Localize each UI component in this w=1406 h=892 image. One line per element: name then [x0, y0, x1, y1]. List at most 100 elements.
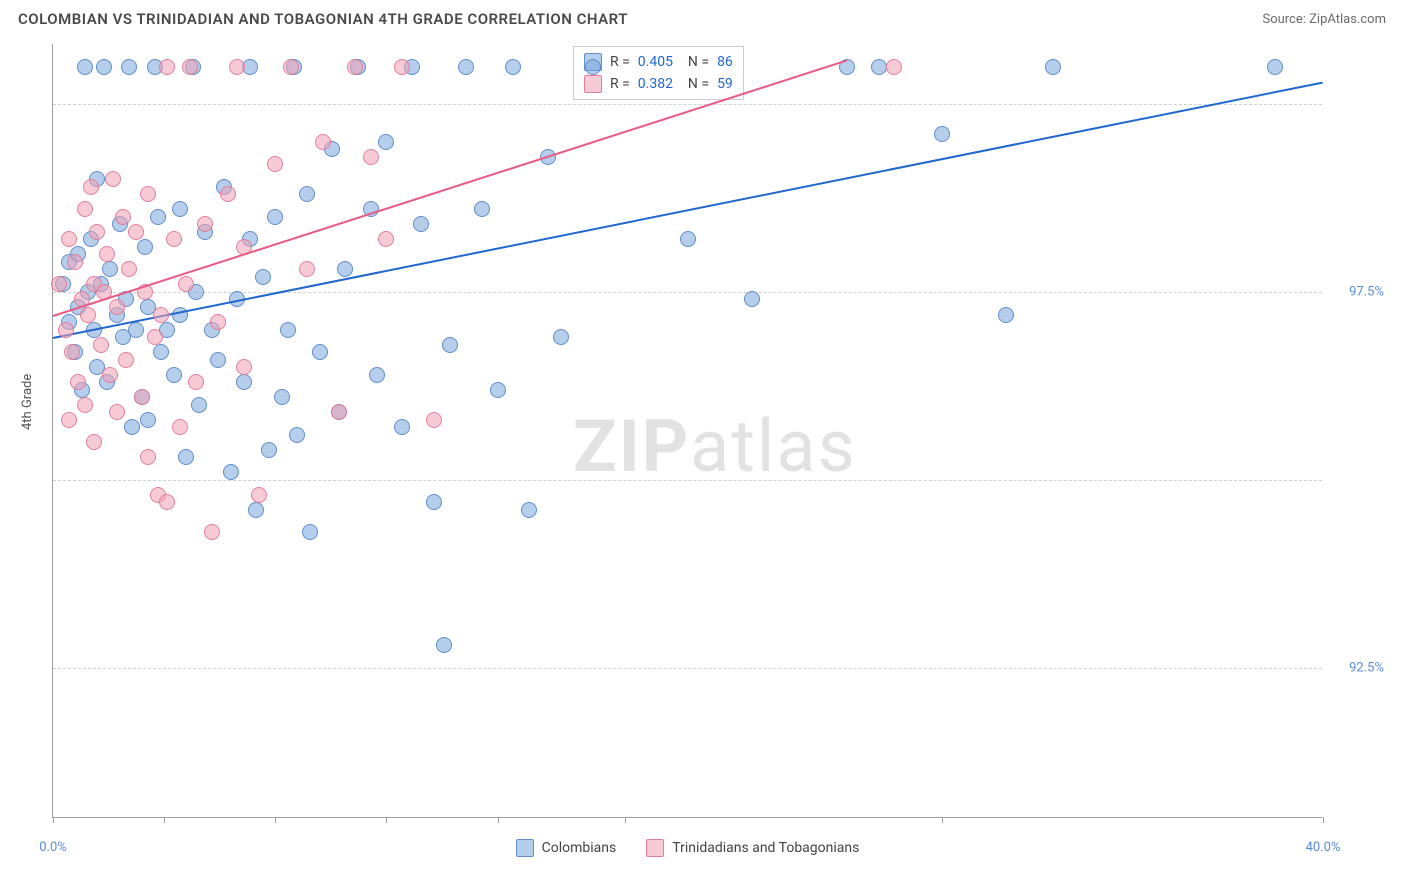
- x-tick: [164, 817, 165, 823]
- x-tick: [386, 817, 387, 823]
- data-point: [369, 367, 385, 383]
- data-point: [93, 337, 109, 353]
- data-point: [166, 367, 182, 383]
- chart-source: Source: ZipAtlas.com: [1262, 12, 1386, 27]
- data-point: [337, 261, 353, 277]
- data-point: [347, 59, 363, 75]
- data-point: [150, 209, 166, 225]
- data-point: [378, 134, 394, 150]
- data-point: [121, 261, 137, 277]
- y-tick-label: 97.5%: [1349, 284, 1384, 299]
- data-point: [61, 412, 77, 428]
- chart-header: COLOMBIAN VS TRINIDADIAN AND TOBAGONIAN …: [0, 0, 1406, 34]
- data-point: [283, 59, 299, 75]
- data-point: [134, 389, 150, 405]
- data-point: [153, 307, 169, 323]
- data-point: [490, 382, 506, 398]
- data-point: [458, 59, 474, 75]
- data-point: [80, 307, 96, 323]
- data-point: [137, 239, 153, 255]
- y-tick-label: 92.5%: [1349, 660, 1384, 675]
- data-point: [585, 59, 601, 75]
- swatch-pink-icon: [646, 839, 664, 857]
- gridline: [53, 480, 1322, 481]
- data-point: [261, 442, 277, 458]
- data-point: [474, 201, 490, 217]
- x-tick: [942, 817, 943, 823]
- data-point: [280, 322, 296, 338]
- stats-row-trinidadians: R = 0.382 N = 59: [584, 73, 733, 95]
- data-point: [102, 367, 118, 383]
- data-point: [128, 224, 144, 240]
- data-point: [998, 307, 1014, 323]
- data-point: [197, 216, 213, 232]
- data-point: [105, 171, 121, 187]
- gridline: [53, 668, 1322, 669]
- data-point: [680, 231, 696, 247]
- data-point: [109, 299, 125, 315]
- data-point: [302, 524, 318, 540]
- data-point: [315, 134, 331, 150]
- trend-line: [53, 59, 847, 316]
- stats-row-colombians: R = 0.405 N = 86: [584, 51, 733, 73]
- series-legend: Colombians Trinidadians and Tobagonians: [53, 839, 1322, 857]
- data-point: [77, 59, 93, 75]
- data-point: [140, 412, 156, 428]
- data-point: [77, 201, 93, 217]
- data-point: [236, 359, 252, 375]
- trend-line: [53, 82, 1323, 339]
- y-axis-label: 4th Grade: [20, 374, 35, 430]
- data-point: [312, 344, 328, 360]
- data-point: [426, 494, 442, 510]
- data-point: [191, 397, 207, 413]
- data-point: [159, 494, 175, 510]
- data-point: [109, 404, 125, 420]
- data-point: [58, 322, 74, 338]
- data-point: [166, 231, 182, 247]
- data-point: [934, 126, 950, 142]
- data-point: [128, 322, 144, 338]
- data-point: [70, 374, 86, 390]
- data-point: [67, 254, 83, 270]
- data-point: [188, 374, 204, 390]
- swatch-blue-icon: [516, 839, 534, 857]
- gridline: [53, 104, 1322, 105]
- data-point: [210, 314, 226, 330]
- data-point: [442, 337, 458, 353]
- data-point: [426, 412, 442, 428]
- data-point: [102, 261, 118, 277]
- data-point: [51, 276, 67, 292]
- data-point: [289, 427, 305, 443]
- data-point: [229, 59, 245, 75]
- x-tick: [275, 817, 276, 823]
- data-point: [153, 344, 169, 360]
- data-point: [86, 434, 102, 450]
- data-point: [363, 149, 379, 165]
- x-tick: [1323, 817, 1324, 823]
- data-point: [147, 329, 163, 345]
- data-point: [61, 231, 77, 247]
- data-point: [505, 59, 521, 75]
- data-point: [886, 59, 902, 75]
- data-point: [204, 524, 220, 540]
- legend-item-trinidadians: Trinidadians and Tobagonians: [646, 839, 859, 857]
- swatch-pink-icon: [584, 75, 602, 93]
- data-point: [121, 59, 137, 75]
- data-point: [172, 419, 188, 435]
- data-point: [178, 276, 194, 292]
- x-tick-label: 0.0%: [39, 840, 67, 855]
- data-point: [744, 291, 760, 307]
- data-point: [178, 449, 194, 465]
- data-point: [159, 59, 175, 75]
- data-point: [248, 502, 264, 518]
- data-point: [378, 231, 394, 247]
- data-point: [394, 419, 410, 435]
- data-point: [521, 502, 537, 518]
- x-tick: [53, 817, 54, 823]
- data-point: [553, 329, 569, 345]
- data-point: [1045, 59, 1061, 75]
- data-point: [172, 201, 188, 217]
- legend-item-colombians: Colombians: [516, 839, 617, 857]
- data-point: [182, 59, 198, 75]
- data-point: [871, 59, 887, 75]
